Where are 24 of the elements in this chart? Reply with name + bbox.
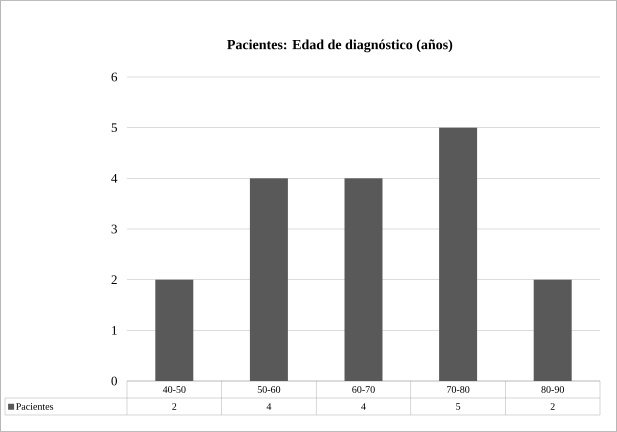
- x-tick-label: 70-80: [447, 386, 470, 393]
- bar: [344, 178, 383, 381]
- x-tick-label: 60-70: [352, 386, 375, 393]
- x-tick-label: 80-90: [541, 386, 564, 393]
- data-label: 4: [361, 403, 366, 410]
- y-tick-label: 4: [111, 174, 118, 183]
- bar: [250, 178, 288, 381]
- bar: [155, 280, 194, 381]
- data-label: 5: [456, 403, 460, 410]
- y-tick-label: 0: [111, 376, 117, 386]
- y-tick-label: 2: [112, 275, 117, 284]
- y-tick-label: 6: [112, 72, 118, 82]
- x-tick-label: 50-60: [258, 386, 280, 393]
- y-tick-label: 3: [112, 224, 117, 234]
- x-tick-label: 40-50: [162, 386, 186, 393]
- data-label: 2: [172, 403, 176, 410]
- legend-label: Pacientes: [16, 403, 54, 410]
- bar: [439, 128, 478, 381]
- data-label: 2: [550, 403, 555, 410]
- chart-title: Pacientes: Edad de diagnóstico (años): [227, 39, 452, 52]
- y-tick-label: 1: [112, 326, 117, 335]
- bar: [534, 280, 572, 381]
- y-tick-label: 5: [112, 123, 117, 132]
- data-label: 4: [266, 403, 272, 410]
